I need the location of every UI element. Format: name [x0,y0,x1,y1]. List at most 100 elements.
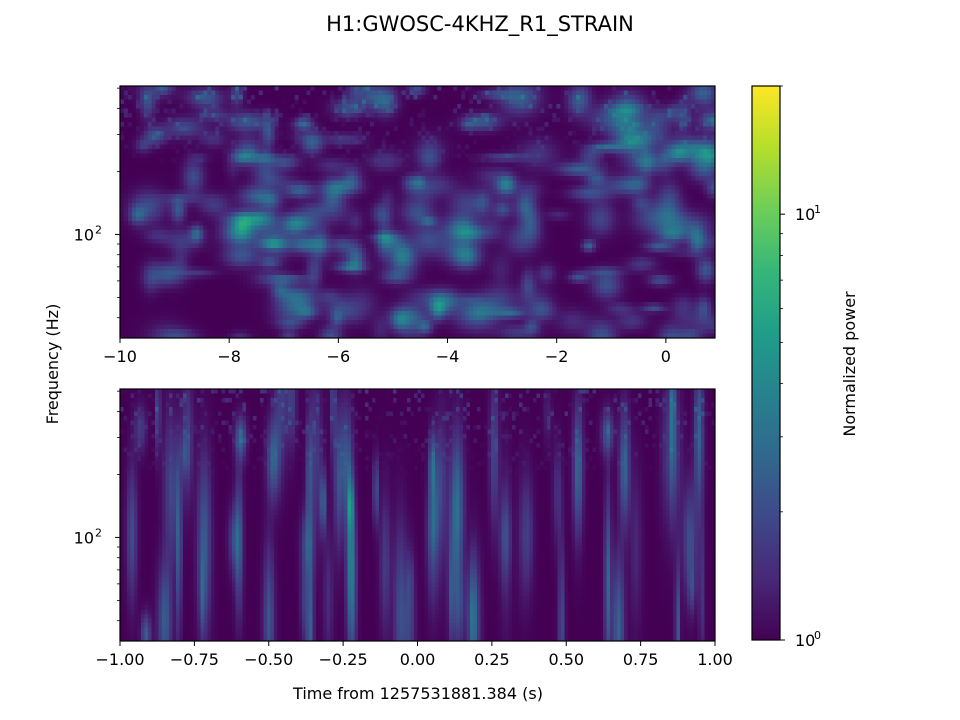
heatmap-cell [167,131,173,137]
heatmap-cell [326,212,331,218]
heatmap-cell [433,131,438,137]
heatmap-cell [223,203,228,209]
heatmap-cell [429,104,434,110]
heatmap-cell [679,194,684,200]
heatmap-cell [223,221,228,227]
heatmap-cell [377,135,383,141]
heatmap-cell [445,207,450,213]
heatmap-cell [151,99,157,105]
heatmap-cell [473,167,478,173]
heatmap-cell [528,189,534,195]
heatmap-cell [596,216,601,222]
heatmap-cell [623,108,629,114]
heatmap-cell [500,117,506,123]
heatmap-cell [278,140,284,146]
heatmap-cell [703,176,708,182]
heatmap-cell [207,225,212,231]
heatmap-cell [588,216,593,222]
heatmap-cell [179,207,185,213]
heatmap-cell [425,176,430,182]
heatmap-cell [544,203,549,209]
heatmap-cell [655,162,661,168]
heatmap-cell [298,113,304,119]
heatmap-cell [445,117,450,123]
heatmap-cell [671,153,676,159]
heatmap-cell [568,113,573,119]
heatmap-cell [393,104,399,110]
heatmap-cell [223,104,228,110]
heatmap-cell [215,167,220,173]
heatmap-cell [250,158,256,164]
heatmap-cell [227,198,232,204]
heatmap-cell [219,212,224,218]
heatmap-cell [203,135,208,141]
heatmap-cell [346,117,351,123]
heatmap-cell [159,90,165,96]
heatmap-cell [155,198,161,204]
heatmap-cell [354,149,359,155]
heatmap-cell [667,113,672,119]
heatmap-cell [310,189,315,195]
heatmap-cell [389,162,395,168]
heatmap-cell [155,135,161,141]
heatmap-cell [623,113,629,119]
heatmap-cell [544,149,549,155]
heatmap-cell [262,162,268,168]
heatmap-cell [310,153,315,159]
heatmap-cell [508,162,514,168]
heatmap-cell [183,131,189,137]
heatmap-cell [195,113,200,119]
heatmap-cell [389,216,395,222]
heatmap-cell [179,144,185,150]
heatmap-cell [623,189,629,195]
heatmap-cell [310,171,315,177]
heatmap-cell [584,216,589,222]
heatmap-cell [135,95,141,101]
heatmap-cell [235,104,240,110]
heatmap-cell [675,176,680,182]
heatmap-cell [258,135,264,141]
heatmap-cell [294,162,300,168]
heatmap-cell [449,149,454,155]
heatmap-cell [330,176,335,182]
heatmap-cell [619,198,625,204]
heatmap-cell [227,90,232,96]
heatmap-cell [461,225,466,231]
heatmap-cell [663,225,668,231]
heatmap-cell [139,203,145,209]
heatmap-cell [381,95,387,101]
heatmap-cell [365,90,371,96]
heatmap-cell [711,203,715,209]
heatmap-cell [385,153,391,159]
heatmap-cell [298,149,304,155]
heatmap-cell [584,207,589,213]
heatmap-cell [365,207,371,213]
heatmap-cell [556,99,561,105]
heatmap-cell [147,144,153,150]
heatmap-cell [524,180,530,186]
heatmap-cell [683,108,688,114]
heatmap-cell [358,207,363,213]
heatmap-cell [254,117,260,123]
heatmap-cell [528,158,534,164]
heatmap-cell [548,144,553,150]
heatmap-cell [671,90,676,96]
heatmap-cell [659,207,665,213]
heatmap-cell [199,117,204,123]
heatmap-cell [528,176,534,182]
heatmap-cell [215,117,220,123]
heatmap-cell [409,180,415,186]
heatmap-cell [429,198,434,204]
heatmap-cell [699,194,704,200]
heatmap-cell [627,167,633,173]
heatmap-cell [258,171,264,177]
heatmap-cell [195,149,200,155]
heatmap-cell [441,158,446,164]
heatmap-cell [274,167,280,173]
heatmap-cell [699,117,704,123]
heatmap-cell [584,126,589,132]
heatmap-cell [167,126,173,132]
heatmap-cell [532,216,538,222]
heatmap-cell [187,216,192,222]
heatmap-cell [699,108,704,114]
